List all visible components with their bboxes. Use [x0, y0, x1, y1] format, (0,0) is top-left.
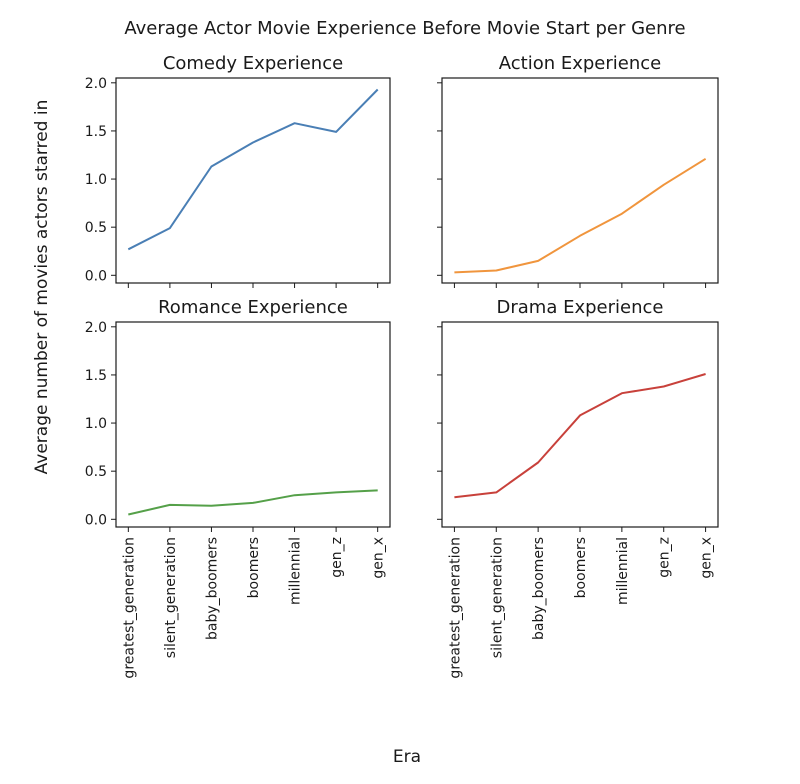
x-tick-label: boomers [246, 537, 262, 598]
x-tick-label: millennial [615, 537, 631, 605]
subplot-title: Comedy Experience [163, 53, 343, 74]
series-line [127, 88, 379, 251]
x-tick-label: baby_boomers [204, 537, 220, 640]
x-tick-label: gen_z [657, 537, 673, 578]
x-tick-label: baby_boomers [531, 537, 547, 640]
plot-frame [441, 77, 719, 284]
y-tick-label: 1.0 [85, 172, 107, 188]
x-tick-label: gen_z [329, 537, 345, 578]
y-tick-label: 2.0 [85, 320, 107, 336]
x-tick-label: silent_generation [489, 537, 505, 658]
y-tick-label: 2.0 [85, 76, 107, 92]
plot-frame [115, 77, 391, 284]
subplot-3: Romance Experience 0.0 0.5 1.0 1.5 2.0 greates… [85, 297, 391, 679]
x-tick-label: greatest_generation [121, 537, 137, 679]
subplot-title: Romance Experience [158, 297, 348, 318]
x-tick-label: millennial [288, 537, 304, 605]
x-tick-label: silent_generation [163, 537, 179, 658]
subplot-1: Comedy Experience 0.0 0.5 1.0 1.5 2.0 [85, 53, 391, 288]
y-tick-label: 0.0 [85, 512, 107, 528]
subplot-title: Drama Experience [497, 297, 664, 318]
series-line [128, 489, 378, 516]
figure-title: Average Actor Movie Experience Before Mo… [124, 18, 685, 39]
x-tick-label: gen_x [699, 537, 715, 579]
y-tick-label: 0.5 [85, 220, 107, 236]
y-tick-label: 1.5 [85, 124, 107, 140]
subplot-title: Action Experience [499, 53, 661, 74]
x-axis-label: Era [393, 747, 421, 767]
series-line [454, 157, 707, 274]
subplot-2: Action Experience [437, 53, 719, 288]
x-tick-label: greatest_generation [447, 537, 463, 679]
y-tick-label: 0.0 [85, 268, 107, 284]
series-line [454, 373, 706, 499]
subplot-grid: Comedy Experience 0.0 0.5 1.0 1.5 2.0 Action E… [85, 53, 719, 679]
plot-frame [115, 321, 391, 528]
subplot-4: Drama Experience greatest_generation silen… [437, 297, 719, 679]
plot-frame [441, 321, 719, 528]
y-tick-label: 1.5 [85, 368, 107, 384]
x-tick-label: boomers [573, 537, 589, 598]
y-axis-label: Average number of movies actors starred … [32, 100, 52, 475]
x-tick-label: gen_x [371, 537, 387, 579]
y-tick-label: 0.5 [85, 464, 107, 480]
y-tick-label: 1.0 [85, 416, 107, 432]
